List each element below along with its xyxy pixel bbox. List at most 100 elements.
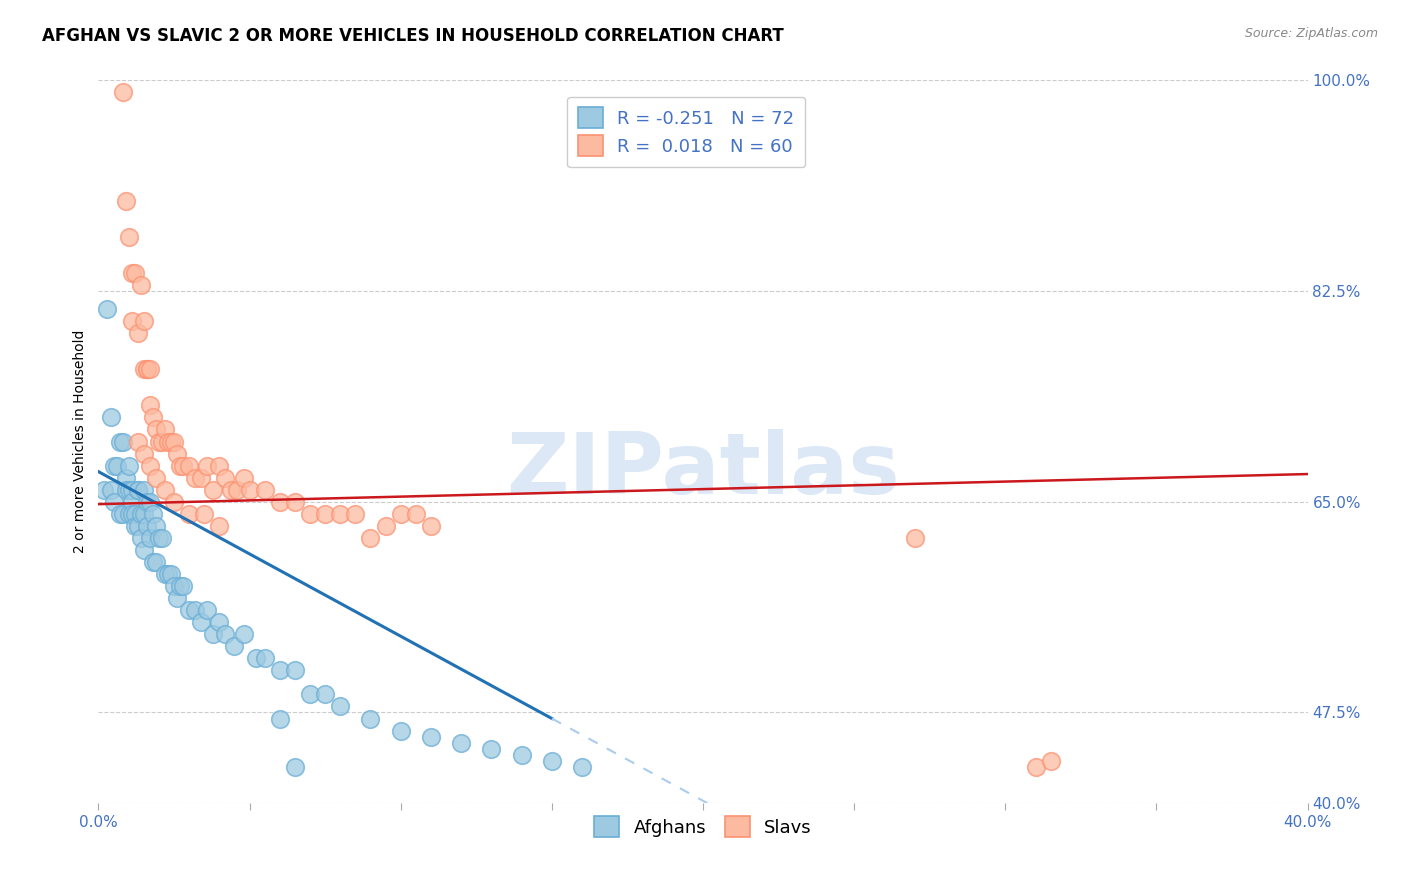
- Point: [129, 277, 152, 292]
- Point: [145, 422, 167, 436]
- Point: [329, 699, 352, 714]
- Point: [481, 741, 503, 756]
- Point: [299, 687, 322, 701]
- Point: [184, 470, 207, 484]
- Point: [389, 723, 412, 738]
- Point: [148, 434, 170, 449]
- Point: [96, 301, 118, 316]
- Point: [145, 555, 167, 569]
- Point: [127, 326, 149, 340]
- Point: [156, 434, 179, 449]
- Point: [214, 627, 236, 641]
- Point: [127, 518, 149, 533]
- Point: [142, 507, 165, 521]
- Point: [269, 664, 291, 678]
- Point: [314, 687, 336, 701]
- Point: [360, 712, 382, 726]
- Point: [510, 747, 533, 762]
- Point: [195, 603, 218, 617]
- Point: [135, 362, 157, 376]
- Point: [284, 664, 307, 678]
- Point: [124, 266, 146, 280]
- Point: [226, 483, 249, 497]
- Point: [160, 567, 183, 582]
- Point: [269, 712, 291, 726]
- Point: [179, 603, 201, 617]
- Point: [121, 483, 143, 497]
- Point: [127, 483, 149, 497]
- Point: [121, 314, 143, 328]
- Point: [179, 458, 201, 473]
- Point: [239, 483, 262, 497]
- Point: [208, 518, 231, 533]
- Point: [124, 507, 146, 521]
- Point: [374, 518, 396, 533]
- Point: [121, 494, 143, 508]
- Point: [142, 555, 165, 569]
- Point: [195, 458, 218, 473]
- Point: [132, 507, 155, 521]
- Point: [132, 542, 155, 557]
- Point: [571, 759, 593, 773]
- Point: [132, 314, 155, 328]
- Point: [135, 494, 157, 508]
- Point: [193, 507, 215, 521]
- Point: [269, 494, 291, 508]
- Point: [150, 434, 173, 449]
- Point: [108, 507, 131, 521]
- Point: [202, 627, 225, 641]
- Point: [129, 507, 152, 521]
- Point: [344, 507, 367, 521]
- Text: ZIPatlas: ZIPatlas: [506, 429, 900, 512]
- Point: [169, 579, 191, 593]
- Point: [153, 567, 176, 582]
- Point: [284, 759, 307, 773]
- Point: [1024, 759, 1046, 773]
- Point: [163, 579, 186, 593]
- Point: [114, 194, 136, 208]
- Point: [132, 362, 155, 376]
- Point: [420, 518, 443, 533]
- Point: [127, 434, 149, 449]
- Point: [118, 483, 141, 497]
- Point: [103, 458, 125, 473]
- Point: [142, 410, 165, 425]
- Point: [153, 483, 176, 497]
- Point: [132, 446, 155, 460]
- Point: [156, 567, 179, 582]
- Point: [904, 531, 927, 545]
- Point: [139, 494, 162, 508]
- Point: [405, 507, 427, 521]
- Point: [93, 483, 115, 497]
- Point: [105, 458, 128, 473]
- Point: [166, 446, 188, 460]
- Point: [114, 483, 136, 497]
- Point: [166, 591, 188, 606]
- Point: [253, 483, 276, 497]
- Point: [108, 434, 131, 449]
- Point: [221, 483, 243, 497]
- Point: [111, 85, 134, 99]
- Point: [329, 507, 352, 521]
- Point: [360, 531, 382, 545]
- Point: [420, 730, 443, 744]
- Point: [299, 507, 322, 521]
- Point: [253, 651, 276, 665]
- Point: [190, 470, 212, 484]
- Point: [169, 458, 191, 473]
- Point: [124, 518, 146, 533]
- Point: [139, 531, 162, 545]
- Point: [135, 518, 157, 533]
- Point: [232, 470, 254, 484]
- Point: [208, 458, 231, 473]
- Point: [148, 531, 170, 545]
- Point: [145, 470, 167, 484]
- Point: [314, 507, 336, 521]
- Point: [540, 754, 562, 768]
- Point: [153, 422, 176, 436]
- Text: AFGHAN VS SLAVIC 2 OR MORE VEHICLES IN HOUSEHOLD CORRELATION CHART: AFGHAN VS SLAVIC 2 OR MORE VEHICLES IN H…: [42, 27, 785, 45]
- Point: [172, 458, 194, 473]
- Y-axis label: 2 or more Vehicles in Household: 2 or more Vehicles in Household: [73, 330, 87, 553]
- Point: [214, 470, 236, 484]
- Point: [121, 507, 143, 521]
